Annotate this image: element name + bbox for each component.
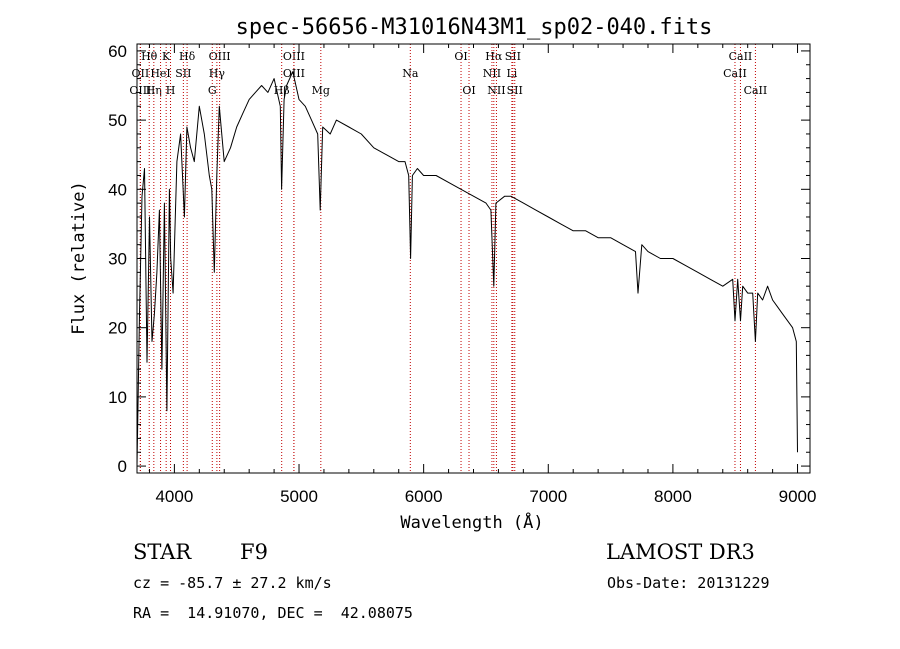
redshift-velocity: cz = -85.7 ± 27.2 km/s	[133, 574, 332, 592]
coordinates: RA = 14.91070, DEC = 42.08075	[133, 604, 413, 622]
line-label-27: CaII	[744, 84, 768, 97]
x-tick-label-5: 9000	[779, 487, 817, 506]
line-label-11: G	[208, 84, 217, 97]
x-tick-label-0: 4000	[155, 487, 193, 506]
plot-frame	[136, 43, 811, 474]
line-label-1: OII	[132, 67, 150, 80]
line-label-7: SII	[175, 67, 191, 80]
object-class: STAR	[133, 540, 192, 564]
line-label-3: Hη	[146, 84, 162, 97]
line-label-0: Hθ	[141, 50, 158, 63]
y-tick-label-4: 40	[108, 180, 127, 199]
object-subclass: F9	[240, 540, 268, 564]
line-label-21: NII	[483, 67, 501, 80]
line-label-4: HeI	[150, 67, 170, 80]
line-label-5: K	[162, 50, 171, 63]
x-tick-label-1: 5000	[280, 487, 318, 506]
line-label-20: SII	[505, 50, 521, 63]
y-tick-label-3: 30	[108, 250, 127, 269]
x-tick-label-4: 8000	[654, 487, 692, 506]
x-tick-label-3: 7000	[529, 487, 567, 506]
line-label-13: OIII	[283, 67, 305, 80]
line-label-25: CaII	[729, 50, 753, 63]
y-tick-label-5: 50	[108, 111, 127, 130]
line-label-2: OIII	[129, 84, 151, 97]
axis-ticks: 4000 5000 6000 7000 8000 9000 0 10 20 30 40 50 60	[108, 42, 816, 506]
observation-date: Obs-Date: 20131229	[607, 574, 770, 592]
line-label-15: Mg	[312, 84, 330, 97]
line-label-9: OIII	[209, 50, 231, 63]
line-label-24: SII	[507, 84, 523, 97]
y-tick-label-1: 10	[108, 388, 127, 407]
y-tick-label-2: 20	[108, 319, 127, 338]
series-line-0	[136, 71, 798, 467]
line-label-18: OI	[462, 84, 475, 97]
survey-name: LAMOST DR3	[606, 540, 755, 564]
y-tick-label-0: 0	[118, 457, 127, 476]
line-label-23: NII	[487, 84, 505, 97]
spectrum-series	[136, 71, 798, 467]
x-tick-label-2: 6000	[405, 487, 443, 506]
x-axis-label: Wavelength (Å)	[400, 511, 543, 533]
line-label-19: Hα	[485, 50, 503, 63]
y-tick-label-6: 60	[108, 42, 127, 61]
line-label-16: Na	[402, 67, 419, 80]
line-label-10: Hγ	[209, 67, 226, 80]
y-axis-label: Flux (relative)	[69, 181, 89, 335]
chart-title: spec-56656-M31016N43M1_sp02-040.fits	[236, 15, 713, 40]
line-label-26: CaII	[723, 67, 747, 80]
line-label-17: OI	[454, 50, 467, 63]
line-label-6: H	[166, 84, 176, 97]
line-label-22: Li	[506, 67, 517, 80]
line-label-8: Hδ	[179, 50, 196, 63]
